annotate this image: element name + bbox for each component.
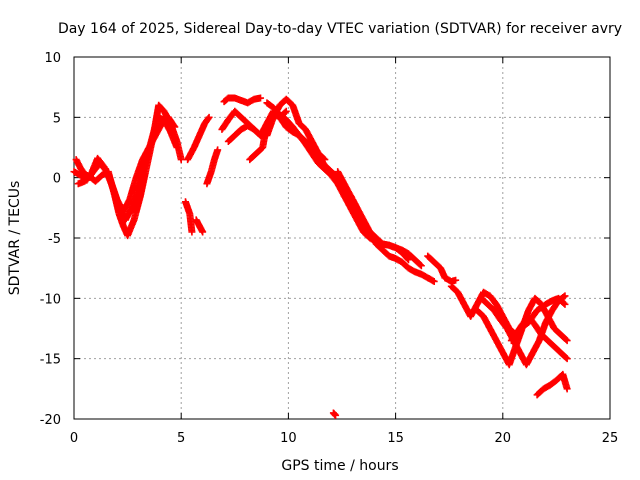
sdtvar-track — [203, 146, 222, 188]
data-point-marker — [177, 156, 185, 164]
data-point-marker — [282, 107, 290, 115]
y-tick-label: 10 — [44, 51, 61, 66]
data-point-marker — [188, 228, 196, 236]
data-point-marker — [560, 299, 568, 307]
data-point-marker — [257, 94, 265, 102]
data-point-marker — [417, 262, 425, 270]
x-tick-label: 5 — [177, 431, 185, 446]
y-tick-label: -20 — [40, 413, 61, 428]
x-tick-label: 10 — [280, 431, 297, 446]
sdtvar-track — [220, 94, 265, 107]
data-point-marker — [199, 228, 207, 236]
data-point-marker — [561, 300, 569, 308]
data-point-marker — [560, 293, 568, 301]
x-tick-label: 15 — [387, 431, 404, 446]
sdtvar-track — [74, 113, 179, 215]
data-point-marker — [173, 144, 181, 151]
data-point-marker — [281, 108, 289, 116]
data-point-marker — [332, 411, 340, 419]
data-point-marker — [416, 261, 424, 269]
sdtvar-track — [334, 168, 438, 285]
x-tick-labels: 0 5 10 15 20 25 — [70, 431, 618, 446]
y-tick-label: -5 — [48, 232, 61, 247]
chart-title: Day 164 of 2025, Sidereal Day-to-day VTE… — [58, 21, 622, 37]
data-point-marker — [205, 113, 213, 121]
data-point-marker — [430, 277, 438, 285]
data-point-marker — [561, 292, 569, 300]
y-tick-label: -15 — [40, 353, 61, 368]
axis-ticks — [73, 56, 611, 420]
sdtvar-track — [184, 113, 213, 164]
data-point-marker — [452, 276, 460, 284]
data-point-marker — [563, 355, 571, 363]
data-point-marker — [562, 336, 570, 344]
x-tick-label: 20 — [495, 431, 512, 446]
y-tick-label: -10 — [40, 292, 61, 307]
data-point-marker — [563, 385, 571, 393]
data-point-marker — [562, 354, 570, 362]
sdtvar-track — [181, 198, 196, 236]
sdtvar-track — [424, 252, 460, 285]
data-point-marker — [214, 146, 222, 154]
y-tick-label: 0 — [53, 172, 61, 187]
sdtvar-track — [192, 216, 207, 236]
sdtvar-track — [533, 370, 571, 399]
y-tick-labels: 10 5 0 -5 -10 -15 -20 — [40, 51, 61, 428]
x-tick-label: 25 — [602, 431, 619, 446]
data-point-marker — [204, 115, 212, 123]
x-tick-label: 0 — [70, 431, 78, 446]
y-tick-label: 5 — [53, 111, 61, 126]
x-axis-label: GPS time / hours — [281, 458, 398, 474]
sdtvar-track — [507, 294, 569, 345]
data-point-marker — [171, 123, 179, 131]
y-axis-label: SDTVAR / TECUs — [7, 181, 23, 296]
data-point-marker — [170, 122, 178, 130]
data-points — [70, 94, 571, 419]
data-point-marker — [563, 337, 571, 345]
sdtvar-track — [329, 409, 340, 419]
sdtvar-track — [340, 192, 425, 270]
